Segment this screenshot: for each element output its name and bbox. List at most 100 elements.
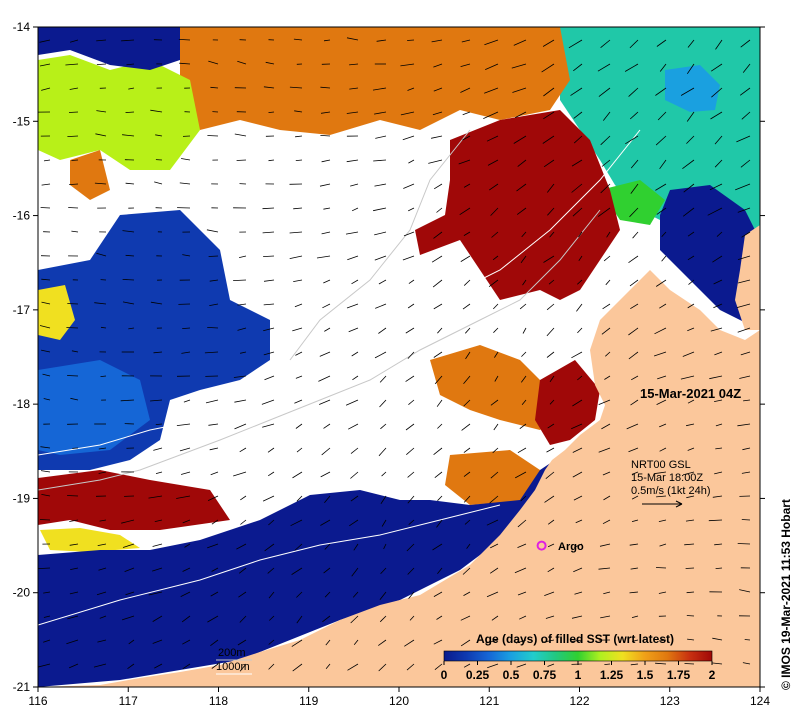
current-vector [602, 111, 611, 121]
current-vector [434, 471, 443, 479]
current-vector [624, 63, 639, 72]
current-vector [463, 447, 471, 453]
colorbar-tick-label: 0.25 [466, 668, 490, 682]
current-vector [380, 567, 387, 574]
current-vector [296, 447, 303, 453]
current-vector [347, 255, 359, 261]
current-vector [625, 135, 639, 145]
current-vector [603, 495, 611, 501]
current-vector [404, 639, 415, 647]
isobath-outer [38, 504, 501, 626]
current-vector [383, 543, 387, 550]
isobath-1000m [38, 129, 641, 456]
current-vector [515, 471, 527, 479]
current-vector [408, 399, 415, 406]
current-vector [433, 447, 443, 456]
current-vector [345, 399, 359, 406]
current-vector [549, 231, 555, 238]
current-vector [125, 591, 135, 596]
current-vector [207, 615, 219, 623]
current-vector [100, 326, 107, 329]
current-vector [687, 303, 695, 309]
current-vector [682, 471, 695, 476]
current-vector [577, 279, 583, 285]
current-vector [714, 135, 723, 145]
current-vector [348, 327, 359, 333]
current-vector [436, 399, 443, 407]
current-vector [71, 159, 79, 161]
current-vector [70, 397, 79, 401]
current-vector [490, 207, 499, 216]
current-vector [40, 470, 51, 473]
current-vector [155, 423, 163, 425]
current-vector [294, 303, 303, 308]
current-vector [67, 375, 79, 377]
current-vector [237, 303, 247, 306]
current-vector [319, 183, 331, 187]
current-vector [125, 111, 135, 113]
argo-marker[interactable] [536, 540, 547, 551]
current-vector [742, 63, 751, 73]
current-vector [656, 207, 667, 215]
current-vector [715, 39, 723, 50]
current-vector [574, 591, 583, 595]
current-vector [432, 543, 443, 551]
current-vector [96, 110, 107, 113]
current-vector [291, 567, 303, 575]
current-vector [41, 494, 51, 497]
current-vector [573, 567, 583, 573]
x-tick-label: 122 [569, 694, 589, 708]
current-vector [263, 351, 275, 356]
current-vector [128, 87, 135, 90]
current-vector [626, 423, 639, 430]
current-vector [408, 519, 415, 525]
current-vector [575, 519, 583, 524]
current-vector [150, 301, 163, 305]
current-vector [182, 254, 191, 257]
current-vector [348, 423, 359, 430]
current-vector [127, 663, 135, 670]
current-vector [154, 181, 163, 185]
current-vector [630, 663, 639, 666]
current-vector [121, 615, 135, 621]
current-vector [378, 639, 387, 646]
current-vector [515, 111, 527, 118]
current-vector [546, 447, 555, 453]
current-vector [688, 279, 695, 285]
current-vector [601, 159, 611, 167]
sst-region-orange-north [180, 27, 570, 135]
current-vector [375, 303, 387, 309]
current-vector [400, 63, 415, 67]
current-vector [485, 63, 499, 70]
current-vector [655, 662, 667, 665]
current-vector [436, 615, 443, 620]
sst-region-yellow-west [38, 285, 75, 340]
current-vector [604, 663, 611, 665]
current-vector [492, 255, 499, 261]
current-vector [380, 423, 387, 430]
current-vector [514, 567, 527, 574]
x-tick-label: 120 [389, 694, 409, 708]
current-vector [658, 519, 667, 522]
current-vector [743, 399, 751, 402]
current-vector [735, 183, 751, 191]
current-vector [402, 135, 415, 141]
current-vector [408, 159, 415, 164]
current-vector [323, 207, 331, 210]
current-vector [99, 519, 107, 522]
current-vector [572, 399, 583, 407]
current-vector [489, 567, 499, 574]
current-vector [374, 255, 387, 261]
current-vector [39, 519, 51, 521]
current-vector [463, 399, 471, 407]
current-vector [122, 543, 135, 548]
current-vector [292, 471, 303, 479]
current-vector [513, 135, 527, 144]
current-vector [463, 471, 471, 477]
current-vector [153, 351, 163, 354]
current-vector [352, 591, 359, 598]
current-vector [41, 349, 51, 353]
current-vector [541, 639, 555, 643]
current-vector [71, 230, 79, 233]
current-vector [489, 495, 499, 504]
